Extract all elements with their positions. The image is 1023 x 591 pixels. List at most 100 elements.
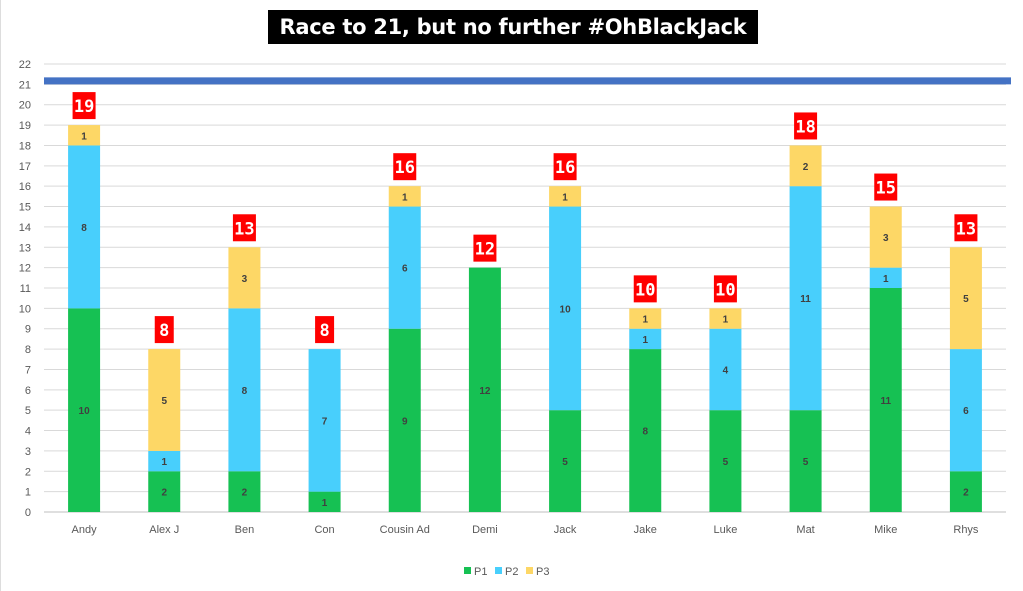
y-tick-label: 7 xyxy=(25,364,31,376)
total-label: 19 xyxy=(74,97,94,117)
segment-label: 9 xyxy=(402,416,408,427)
segment-label: 1 xyxy=(81,131,87,142)
segment-label: 3 xyxy=(242,274,248,285)
bar-segment-p3 xyxy=(68,125,101,146)
x-category-label: Rhys xyxy=(953,524,979,536)
bar-segment-p1 xyxy=(549,410,582,512)
total-label: 18 xyxy=(795,117,815,137)
bar-segment-p2 xyxy=(869,267,902,288)
y-tick-label: 3 xyxy=(25,446,31,458)
y-tick-label: 2 xyxy=(25,466,31,478)
y-tick-label: 6 xyxy=(25,385,31,397)
legend-label: P2 xyxy=(505,566,518,578)
bar-segment-p3 xyxy=(228,247,261,309)
segment-label: 6 xyxy=(402,264,408,275)
total-label: 12 xyxy=(475,240,495,260)
x-category-label: Andy xyxy=(72,524,98,536)
total-badge xyxy=(393,153,417,181)
total-label: 15 xyxy=(876,179,896,199)
segment-label: 10 xyxy=(79,406,91,417)
segment-label: 5 xyxy=(803,457,809,468)
bar-segment-p3 xyxy=(869,206,902,268)
y-tick-label: 19 xyxy=(19,120,31,132)
bar-segment-p1 xyxy=(228,471,261,512)
bar-segment-p1 xyxy=(148,471,181,512)
bar-segment-p2 xyxy=(148,450,181,472)
bar-segment-p3 xyxy=(148,349,181,451)
x-category-label: Jack xyxy=(554,524,577,536)
legend-swatch-p2 xyxy=(495,567,502,574)
segment-label: 6 xyxy=(963,406,969,417)
x-category-label: Mike xyxy=(874,524,897,536)
y-tick-label: 11 xyxy=(20,283,31,295)
y-tick-label: 5 xyxy=(25,405,31,417)
x-category-label: Alex J xyxy=(149,524,179,536)
legend-swatch-p3 xyxy=(526,567,533,574)
y-tick-label: 0 xyxy=(25,507,31,519)
x-category-label: Jake xyxy=(634,524,657,536)
y-tick-label: 12 xyxy=(19,263,31,275)
y-tick-label: 14 xyxy=(19,222,31,234)
y-tick-label: 8 xyxy=(25,344,31,356)
segment-label: 2 xyxy=(963,488,969,499)
legend-swatch-p1 xyxy=(464,567,471,574)
bar-segment-p2 xyxy=(308,349,341,492)
bar-segment-p2 xyxy=(629,328,662,350)
segment-label: 11 xyxy=(880,396,891,407)
x-category-label: Demi xyxy=(472,524,498,536)
bar-segment-p3 xyxy=(388,186,421,207)
segment-label: 1 xyxy=(723,315,729,326)
total-label: 8 xyxy=(319,321,329,341)
total-badge xyxy=(633,275,657,303)
segment-label: 8 xyxy=(642,427,648,438)
segment-label: 3 xyxy=(883,233,889,244)
total-badge xyxy=(713,275,737,303)
segment-label: 8 xyxy=(81,223,87,234)
total-badge xyxy=(72,92,96,120)
y-tick-label: 4 xyxy=(25,426,31,438)
total-label: 10 xyxy=(635,280,655,300)
y-tick-label: 15 xyxy=(19,202,31,214)
total-label: 16 xyxy=(555,158,575,178)
y-tick-label: 10 xyxy=(19,303,31,315)
segment-label: 11 xyxy=(800,294,811,305)
total-badge xyxy=(954,214,978,242)
x-category-label: Luke xyxy=(713,524,737,536)
segment-label: 2 xyxy=(803,162,809,173)
y-tick-label: 18 xyxy=(19,140,31,152)
total-badge xyxy=(315,316,335,344)
segment-label: 2 xyxy=(161,488,167,499)
y-tick-label: 1 xyxy=(25,487,31,499)
bar-segment-p1 xyxy=(629,349,662,512)
total-label: 16 xyxy=(395,158,415,178)
chart-title: Race to 21, but no further #OhBlackJack … xyxy=(268,10,758,73)
total-badge xyxy=(232,214,256,242)
target-line xyxy=(44,77,1011,85)
x-category-label: Mat xyxy=(796,524,814,536)
total-badge xyxy=(874,173,898,201)
y-tick-label: 13 xyxy=(19,242,31,254)
segment-label: 1 xyxy=(883,274,889,285)
segment-label: 2 xyxy=(242,488,248,499)
bar-segment-p3 xyxy=(549,186,582,207)
bar-segment-p1 xyxy=(308,491,341,512)
bar-segment-p1 xyxy=(869,288,902,512)
y-tick-label: 22 xyxy=(19,59,31,71)
total-label: 8 xyxy=(159,321,169,341)
segment-label: 1 xyxy=(322,498,328,509)
total-badge xyxy=(553,153,577,181)
y-tick-label: 17 xyxy=(19,161,31,173)
legend-label: P3 xyxy=(536,566,549,578)
segment-label: 8 xyxy=(242,386,248,397)
segment-label: 4 xyxy=(723,365,729,376)
segment-label: 5 xyxy=(723,457,729,468)
segment-label: 5 xyxy=(963,294,969,305)
segment-label: 5 xyxy=(161,396,167,407)
bar-segment-p2 xyxy=(789,186,822,411)
total-badge xyxy=(794,112,818,140)
total-badge xyxy=(473,234,497,262)
segment-label: 1 xyxy=(642,315,648,326)
bar-segment-p2 xyxy=(228,308,261,472)
total-label: 13 xyxy=(956,219,976,239)
